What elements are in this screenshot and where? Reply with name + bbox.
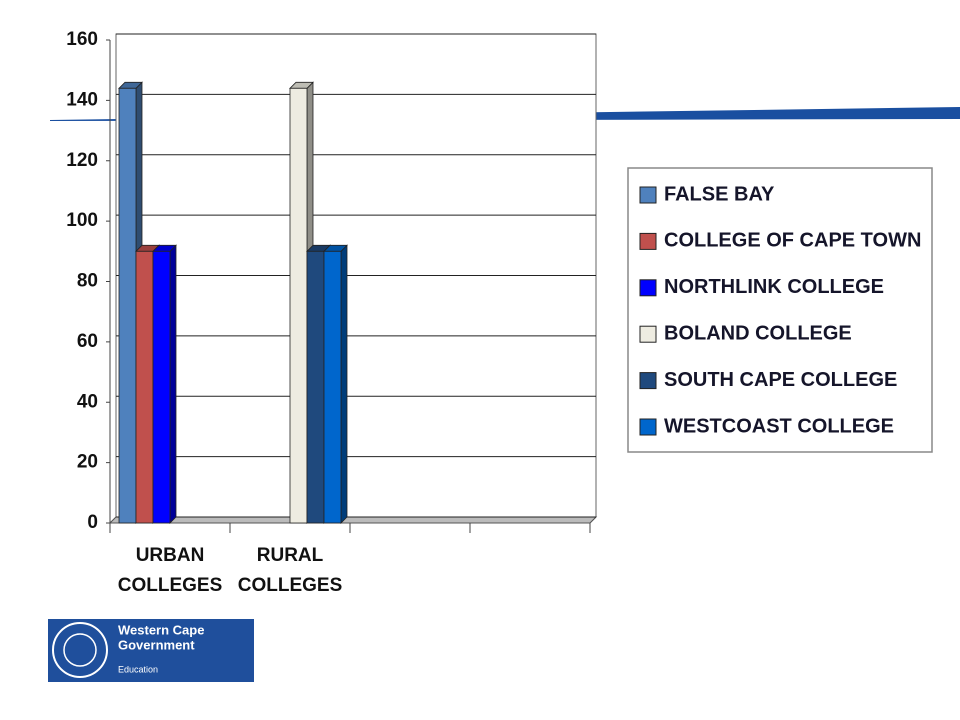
legend-label: COLLEGE OF CAPE TOWN xyxy=(664,230,921,252)
logo-text: Government xyxy=(118,637,195,652)
legend-swatch xyxy=(639,372,657,390)
legend-swatch xyxy=(639,418,657,436)
bar-side xyxy=(340,244,348,524)
legend-swatch xyxy=(639,325,657,343)
y-tick-label: 80 xyxy=(77,271,98,292)
legend-label: BOLAND COLLEGE xyxy=(664,322,852,344)
legend-swatch xyxy=(639,232,657,250)
x-tick-label: RURAL COLLEGES xyxy=(237,545,343,596)
logo-text: Western Cape xyxy=(118,622,204,637)
y-tick-label: 40 xyxy=(77,391,98,412)
legend-box xyxy=(627,167,933,453)
x-tick-label: URBAN COLLEGES xyxy=(117,545,223,596)
legend-label: FALSE BAY xyxy=(664,183,775,205)
bar xyxy=(152,250,171,524)
bar xyxy=(289,87,308,524)
logo-crest-inner xyxy=(63,633,97,667)
logo-text: Education xyxy=(118,664,158,674)
floor xyxy=(108,516,598,524)
bar xyxy=(135,250,154,524)
legend-label: NORTHLINK COLLEGE xyxy=(664,276,884,298)
y-tick-label: 20 xyxy=(77,452,98,473)
legend-label: SOUTH CAPE COLLEGE xyxy=(664,369,897,391)
y-tick-label: 160 xyxy=(66,29,98,50)
y-tick-label: 100 xyxy=(66,210,98,231)
legend-swatch xyxy=(639,279,657,297)
back-wall xyxy=(108,33,597,524)
legend-swatch xyxy=(639,186,657,204)
y-tick-label: 120 xyxy=(66,150,98,171)
logo-box xyxy=(48,619,254,682)
y-tick-label: 0 xyxy=(87,512,98,533)
logo-crest xyxy=(52,622,108,678)
bar xyxy=(323,250,342,524)
bar xyxy=(118,87,137,524)
bar xyxy=(306,250,325,524)
y-tick-label: 140 xyxy=(66,89,98,110)
bar-side xyxy=(169,244,177,524)
legend-label: WESTCOAST COLLEGE xyxy=(664,415,894,437)
y-tick-label: 60 xyxy=(77,331,98,352)
